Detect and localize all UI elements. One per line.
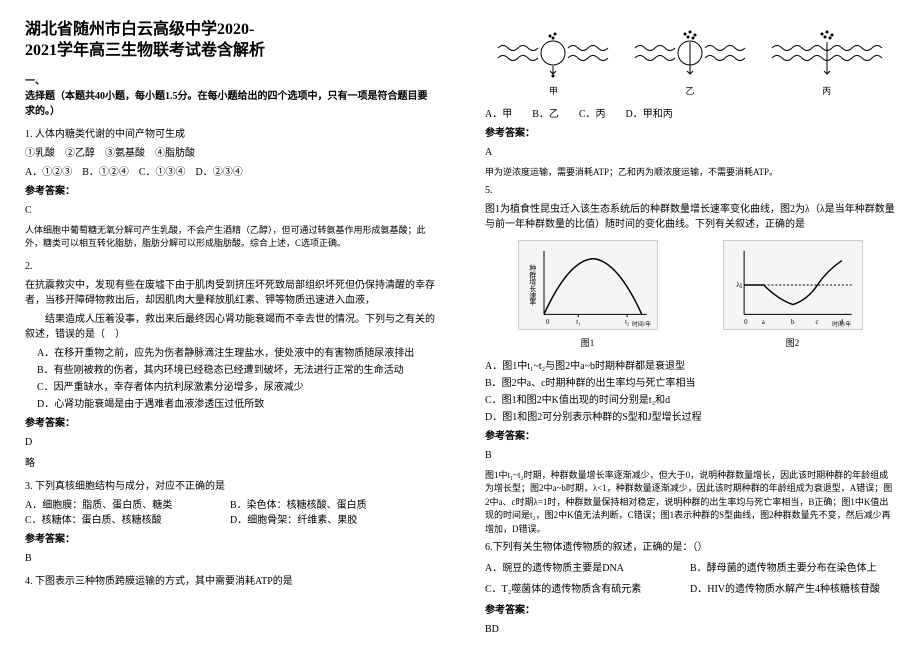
q2-body: 在抗震救灾中，发现有些在废墟下由于肌肉受到挤压坏死致局部组织坏死但仍保持清醒的幸… xyxy=(25,278,435,308)
diagram-yi: 乙 xyxy=(630,28,750,99)
svg-text:c: c xyxy=(815,319,818,326)
left-column: 湖北省随州市白云高级中学2020- 2021学年高三生物联考试卷含解析 一、 选… xyxy=(0,0,460,651)
q1-answer-label: 参考答案： xyxy=(25,184,435,199)
q4-explanation: 甲为逆浓度运输，需要消耗ATP；乙和丙为顺浓度运输，不需要消耗ATP。 xyxy=(485,166,895,180)
diagram-jia: 甲 xyxy=(493,28,613,99)
q2-optD: D．心肾功能衰竭是由于遇难者血液渗透压过低所致 xyxy=(25,397,435,412)
q2-answer2: 略 xyxy=(25,456,435,471)
svg-text:t₁: t₁ xyxy=(576,319,580,326)
q6-optA: A．豌豆的遗传物质主要是DNA xyxy=(485,561,690,576)
question-1: 1. 人体内糖类代谢的中间产物可生成 ①乳酸 ②乙醇 ③氨基酸 ④脂肪酸 A．①… xyxy=(25,127,435,251)
q1-options: A．①②③ B．①②④ C．①③④ D．②③④ xyxy=(25,165,435,180)
q6-text: 6.下列有关生物体遗传物质的叙述，正确的是：（） xyxy=(485,540,895,555)
svg-text:时间/年: 时间/年 xyxy=(632,320,651,328)
q6-answer-label: 参考答案： xyxy=(485,603,895,618)
q5-answer-label: 参考答案： xyxy=(485,429,895,444)
label-yi: 乙 xyxy=(630,85,750,99)
svg-text:0: 0 xyxy=(744,319,748,326)
q6-answer: BD xyxy=(485,622,895,637)
q2-optB: B．有些刚被救的伤者，其内环境已经稳态已经遭到破坏，无法进行正常的生命活动 xyxy=(25,363,435,378)
q4-answer: A xyxy=(485,145,895,160)
chart1-label: 图1 xyxy=(518,337,658,351)
svg-text:t₂: t₂ xyxy=(625,319,630,326)
q5-body: 图1为植食性昆虫迁入该生态系统后的种群数量增长速率变化曲线，图2为λ（λ是当年种… xyxy=(485,202,895,232)
q4-answer-label: 参考答案： xyxy=(485,126,895,141)
q1-explanation: 人体细胞中葡萄糖无氧分解可产生乳酸，不会产生酒精（乙醇），但可通过转氨基作用形成… xyxy=(25,224,435,251)
q5-answer: B xyxy=(485,448,895,463)
q6-optD: D．HIV的遗传物质水解产生4种核糖核苷酸 xyxy=(690,582,895,597)
q3-text: 3. 下列真核细胞结构与成分，对应不正确的是 xyxy=(25,479,435,494)
title-line-1: 湖北省随州市白云高级中学2020- xyxy=(25,20,435,41)
q5-optB: B．图2中a、c时期种群的出生率均与死亡率相当 xyxy=(485,376,895,391)
chart1-container: 种群增长速率 0 t₁ t₂ 时间/年 图1 xyxy=(518,240,658,351)
q5-optA: A．图1中t₁~t₂与图2中a~b时期种群都是衰退型 xyxy=(485,359,895,374)
q5-optD: D．图1和图2可分别表示种群的S型和J型增长过程 xyxy=(485,410,895,425)
section-header-prefix: 一、 xyxy=(25,74,435,89)
label-jia: 甲 xyxy=(493,85,613,99)
q2-answer-label: 参考答案： xyxy=(25,416,435,431)
chart2-container: λ 1 0 a b c d 时间/年 图2 xyxy=(723,240,863,351)
chart2-label: 图2 xyxy=(723,337,863,351)
diagram-bing: 丙 xyxy=(767,28,887,99)
q4-text: 4. 下图表示三种物质跨膜运输的方式，其中需要消耗ATP的是 xyxy=(25,574,435,589)
q2-answer: D xyxy=(25,435,435,450)
label-bing: 丙 xyxy=(767,85,887,99)
q3-answer: B xyxy=(25,551,435,566)
question-4: 4. 下图表示三种物质跨膜运输的方式，其中需要消耗ATP的是 xyxy=(25,574,435,589)
q1-sub: ①乳酸 ②乙醇 ③氨基酸 ④脂肪酸 xyxy=(25,146,435,161)
q2-body2: 结果造成人压着没事，救出来后最终因心肾功能衰竭而不幸去世的情况。下列与之有关的叙… xyxy=(25,312,435,342)
q4-options: A．甲 B．乙 C．丙 D．甲和丙 xyxy=(485,107,895,122)
question-5: 5. 图1为植食性昆虫迁入该生态系统后的种群数量增长速率变化曲线，图2为λ（λ是… xyxy=(485,183,895,232)
chart1-svg: 种群增长速率 0 t₁ t₂ 时间/年 xyxy=(518,240,658,330)
membrane-svg-yi xyxy=(630,28,750,78)
q5-explanation: 图1中t₁~t₂时期，种群数量增长率逐渐减少，但大于0，说明种群数量增长，因此该… xyxy=(485,469,895,537)
q3-optC: C．核糖体：蛋白质、核糖核酸 xyxy=(25,513,230,528)
section-header: 选择题（本题共40小题，每小题1.5分。在每小题给出的四个选项中，只有一项是符合… xyxy=(25,89,435,119)
q1-answer: C xyxy=(25,203,435,218)
q3-optA: A．细胞膜：脂质、蛋白质、糖类 xyxy=(25,498,230,513)
membrane-diagrams: 甲 乙 xyxy=(485,28,895,99)
exam-title: 湖北省随州市白云高级中学2020- 2021学年高三生物联考试卷含解析 xyxy=(25,20,435,62)
title-line-2: 2021学年高三生物联考试卷含解析 xyxy=(25,41,435,62)
q5-num: 5. xyxy=(485,183,895,198)
q2-optC: C．因严重缺水，幸存者体内抗利尿激素分泌增多，尿液减少 xyxy=(25,380,435,395)
svg-text:b: b xyxy=(791,319,795,326)
charts: 种群增长速率 0 t₁ t₂ 时间/年 图1 λ 1 0 a b c d xyxy=(485,240,895,351)
chart2-svg: λ 1 0 a b c d 时间/年 xyxy=(723,240,863,330)
svg-text:0: 0 xyxy=(545,319,549,326)
svg-text:a: a xyxy=(761,319,764,326)
membrane-svg-jia xyxy=(493,28,613,78)
q1-text: 1. 人体内糖类代谢的中间产物可生成 xyxy=(25,127,435,142)
question-6: 6.下列有关生物体遗传物质的叙述，正确的是：（） A．豌豆的遗传物质主要是DNA… xyxy=(485,540,895,637)
q2-optA: A．在移开重物之前，应先为伤者静脉滴注生理盐水，使处液中的有害物质随尿液排出 xyxy=(25,346,435,361)
question-3: 3. 下列真核细胞结构与成分，对应不正确的是 A．细胞膜：脂质、蛋白质、糖类 B… xyxy=(25,479,435,566)
svg-text:时间/年: 时间/年 xyxy=(832,320,851,328)
q3-optB: B．染色体：核糖核酸、蛋白质 xyxy=(230,498,435,513)
question-2: 2. 在抗震救灾中，发现有些在废墟下由于肌肉受到挤压坏死致局部组织坏死但仍保持清… xyxy=(25,259,435,471)
q3-answer-label: 参考答案： xyxy=(25,532,435,547)
q3-optD: D．细胞骨架：纤维素、果胶 xyxy=(230,513,435,528)
membrane-svg-bing xyxy=(767,28,887,78)
right-column: 甲 乙 xyxy=(460,0,920,651)
q2-num: 2. xyxy=(25,259,435,274)
q6-optC: C．T₂噬菌体的遗传物质含有硫元素 xyxy=(485,582,690,597)
q6-optB: B．酵母菌的遗传物质主要分布在染色体上 xyxy=(690,561,895,576)
svg-text:1: 1 xyxy=(739,283,742,290)
q5-optC: C．图1和图2中K值出现的时间分别是t₂和d xyxy=(485,393,895,408)
